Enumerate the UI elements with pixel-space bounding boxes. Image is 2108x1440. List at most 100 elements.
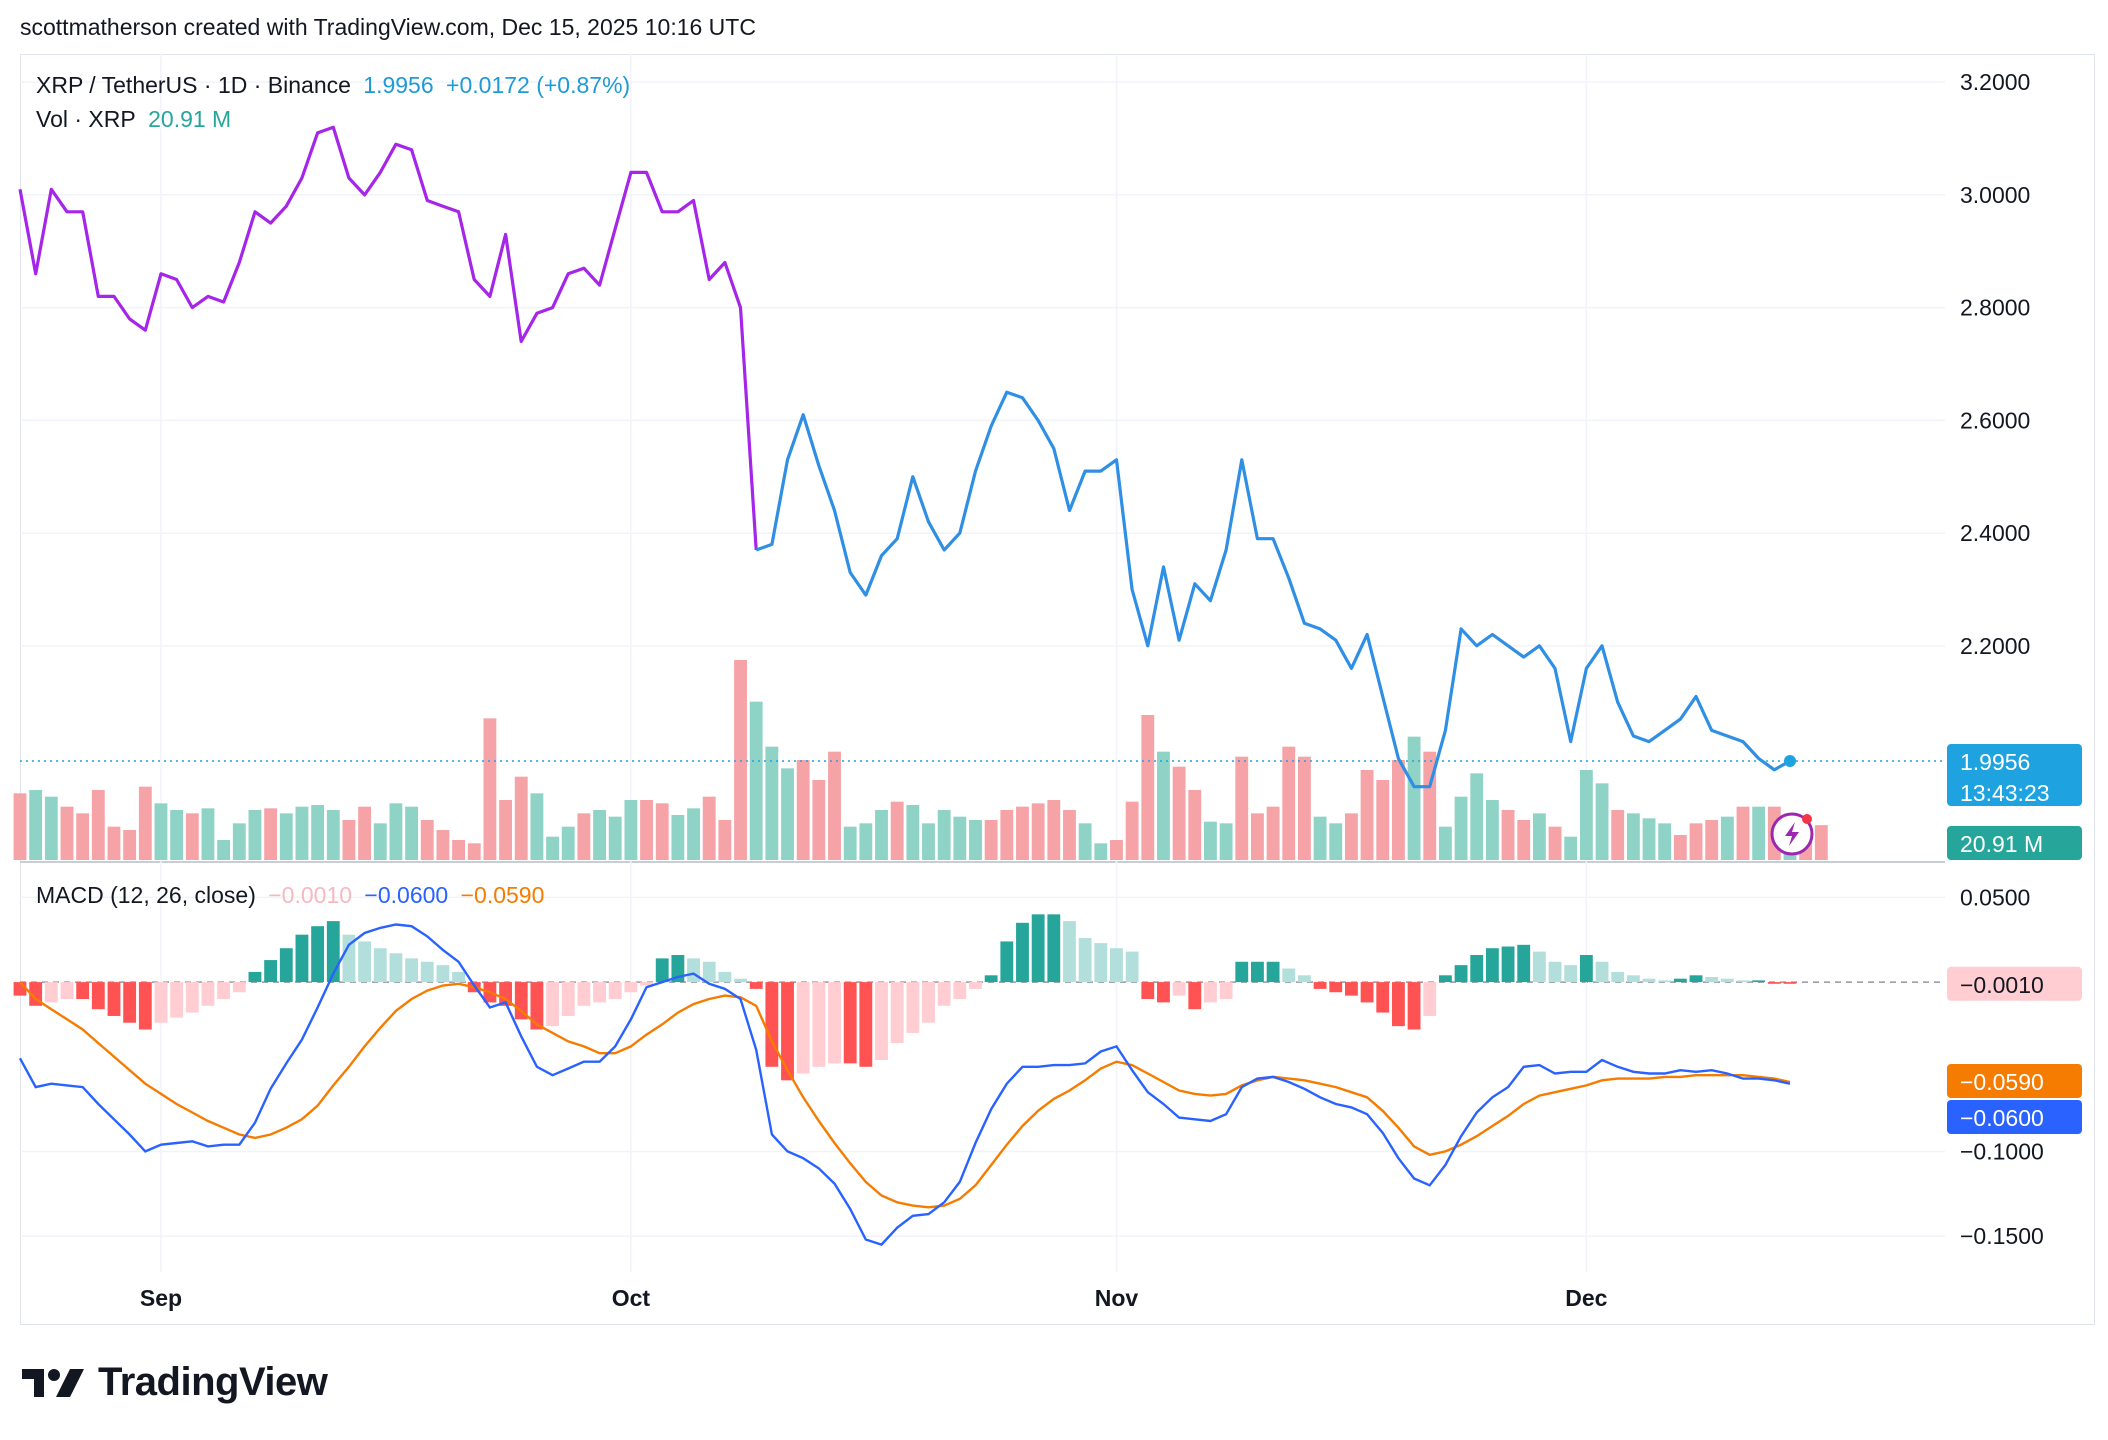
volume-bar [922,823,935,860]
volume-bar [1047,800,1061,860]
volume-bar [937,810,951,860]
volume-bar [984,820,998,860]
histogram-bar [452,971,466,983]
volume-bar [170,810,184,860]
histogram-bar [749,982,763,989]
histogram-bar [1157,982,1170,1003]
volume-bar [1110,840,1123,860]
histogram-bar [561,982,575,1016]
macd-signal-value: −0.0590 [460,882,545,908]
histogram-bar [499,982,512,1006]
histogram-bar [859,982,873,1067]
tradingview-wordmark: TradingView [98,1360,328,1404]
histogram-bar [1360,982,1374,1003]
price-tick-label: 2.8000 [1960,295,2030,321]
price-line-late [755,390,1791,789]
volume-bar [295,806,309,860]
histogram-bar [843,982,857,1064]
histogram-bar [217,982,231,1000]
histogram-bar [1094,943,1108,983]
histogram-bar [373,948,387,983]
histogram-bar [796,982,810,1074]
histogram-bar [389,953,403,983]
volume-bar [843,826,857,860]
histogram-bar [593,982,606,1003]
volume-bar [1235,756,1249,860]
volume-bar [264,808,278,860]
volume-bar [1188,790,1202,860]
histogram-bar [248,971,262,983]
hist-badge: −0.0010 [1947,966,2082,1001]
macd-legend[interactable]: MACD (12, 26, close) −0.0010 −0.0600 −0.… [36,882,550,909]
histogram-bar [922,982,935,1023]
macd-histogram [13,914,1797,1081]
volume-bar [389,803,403,860]
symbol-label: XRP / TetherUS · 1D · Binance [36,72,351,98]
series-lines [18,125,1945,1246]
volume-bar [76,813,90,860]
volume-bar [1705,820,1719,860]
macd-tick-label: 0.0500 [1960,884,2030,910]
volume-bar [1282,746,1296,860]
volume-bar [593,810,606,860]
volume-label: Vol · XRP [36,106,136,132]
macd-line-value: −0.0600 [364,882,449,908]
volume-bar [1564,836,1578,860]
volume-bar [1031,803,1045,860]
volume-bar [279,813,293,860]
volume-bar [859,823,873,860]
symbol-legend[interactable]: XRP / TetherUS · 1D · Binance 1.9956 +0.… [36,72,636,99]
histogram-bar [577,982,591,1006]
price-badge-bg [1947,744,2082,807]
chart-canvas[interactable]: 3.2000 3.0000 2.8000 2.6000 2.4000 2.2000 0.05… [0,0,2108,1340]
histogram-bar [1485,948,1499,983]
signal-line [19,981,1791,1209]
chart-frame [20,54,2095,1325]
histogram-bar [279,948,293,983]
histogram-bar [1642,978,1656,983]
histogram-bar [530,982,544,1030]
last-price-dot [1784,755,1796,768]
volume-bar [640,800,653,860]
volume-legend[interactable]: Vol · XRP 20.91 M [36,106,237,133]
price-tick-label: 2.4000 [1960,520,2030,546]
tradingview-logo[interactable]: TradingView [22,1360,328,1405]
histogram-bar [687,958,700,983]
histogram-bar [1611,971,1625,983]
histogram-bar [1235,961,1249,983]
histogram-bar [1344,982,1358,996]
volume-bar [812,780,826,860]
histogram-bar [1266,961,1280,983]
histogram-bar [875,982,888,1060]
volume-bar [875,810,888,860]
histogram-bar [76,982,90,1000]
volume-bar [608,816,622,860]
volume-bar [781,768,794,860]
volume-badge-bg [1947,826,2082,860]
volume-badge-text: 20.91 M [1960,831,2043,857]
volume-bar [373,823,387,860]
volume-bar [953,816,967,860]
volume-bar [655,803,669,860]
histogram-bar [1407,982,1421,1030]
volume-bar [185,813,199,860]
histogram-bar [1720,978,1734,983]
volume-bar [1313,816,1327,860]
histogram-bar [264,960,278,983]
price-change: +0.0172 (+0.87%) [446,72,631,98]
volume-bar [217,840,231,860]
grid-lines [20,54,1945,1272]
volume-bar [201,808,215,860]
histogram-bar [1517,944,1531,983]
histogram-bar [937,982,951,1006]
macd-badge-bg [1947,1100,2082,1135]
histogram-bar [1063,921,1076,983]
volume-bar [906,805,920,860]
volume-bar [1016,806,1029,860]
histogram-bar [232,982,246,993]
macd-hist-value: −0.0010 [268,882,353,908]
volume-bar [1642,818,1656,860]
histogram-bar [514,982,528,1020]
volume-bar [1204,821,1217,860]
signal-badge: −0.0590 [1947,1064,2082,1099]
